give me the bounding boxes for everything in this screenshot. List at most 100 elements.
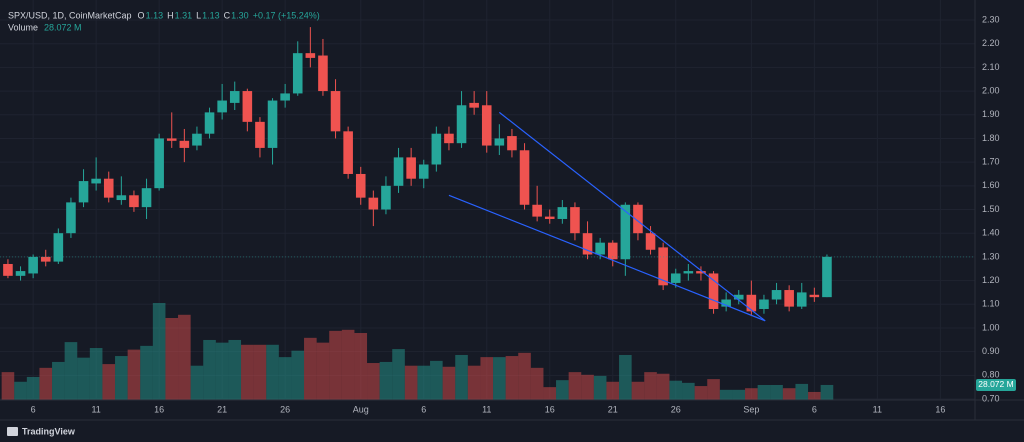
candle-body bbox=[192, 133, 202, 146]
x-tick-label: 26 bbox=[671, 404, 681, 414]
candle-body bbox=[204, 112, 215, 134]
x-tick-label: 6 bbox=[31, 404, 36, 414]
volume-bar bbox=[140, 345, 153, 400]
x-tick-label: 6 bbox=[812, 404, 817, 414]
candle-body bbox=[381, 185, 391, 210]
legend-text: Volume bbox=[8, 22, 38, 32]
volume-bar bbox=[26, 376, 40, 400]
x-tick-label: Sep bbox=[743, 404, 759, 414]
candle-body bbox=[544, 216, 555, 219]
volume-bar bbox=[266, 344, 279, 400]
drawings bbox=[448, 111, 766, 322]
candle-body bbox=[66, 202, 76, 234]
candle-body bbox=[456, 105, 467, 144]
brand-logo bbox=[7, 427, 18, 436]
volume-bar bbox=[631, 381, 645, 400]
volume-bar bbox=[556, 380, 569, 400]
x-tick-label: 11 bbox=[482, 404, 491, 414]
volume-bar bbox=[694, 386, 708, 400]
volume-bar bbox=[215, 342, 229, 400]
volume-bar bbox=[203, 339, 216, 400]
x-tick-label: 16 bbox=[545, 404, 555, 414]
legend-text: C bbox=[224, 10, 231, 20]
volume-bar bbox=[64, 342, 78, 400]
candle-body bbox=[28, 256, 38, 274]
trendline bbox=[448, 194, 766, 322]
candle-body bbox=[481, 105, 492, 146]
candle-body bbox=[368, 197, 379, 210]
volume-bar bbox=[682, 382, 695, 400]
legend-text: H bbox=[167, 10, 174, 20]
volume-bar bbox=[480, 357, 494, 400]
candle-body bbox=[683, 271, 694, 274]
candle-body bbox=[444, 133, 454, 144]
y-tick-label: 2.00 bbox=[982, 85, 1000, 95]
volume-bar bbox=[782, 388, 796, 400]
legend-text: 28.072 M bbox=[44, 22, 82, 32]
volume-bar bbox=[190, 365, 204, 400]
candle-body bbox=[494, 138, 505, 146]
x-tick-label: 6 bbox=[421, 404, 426, 414]
volume-bar bbox=[656, 373, 670, 400]
volume-bar bbox=[581, 374, 594, 400]
candle-body bbox=[607, 242, 618, 260]
candle-body bbox=[91, 178, 101, 184]
candle-body bbox=[759, 299, 769, 309]
candle-body bbox=[292, 53, 303, 94]
y-tick-label: 1.40 bbox=[982, 228, 1000, 238]
volume-bar bbox=[278, 357, 292, 400]
candle-body bbox=[708, 273, 719, 309]
candle-body bbox=[179, 140, 190, 148]
volume-bar bbox=[341, 329, 355, 400]
legend-text: 1.13 bbox=[146, 10, 164, 20]
volume-bar bbox=[228, 339, 242, 400]
volume-bar bbox=[291, 350, 305, 400]
candle-body bbox=[229, 91, 240, 103]
y-tick-label: 1.80 bbox=[982, 133, 1000, 143]
volume-bar bbox=[316, 342, 330, 400]
candle-body bbox=[393, 157, 404, 186]
candle-body bbox=[305, 53, 316, 58]
candle-body bbox=[116, 195, 127, 201]
x-tick-label: Aug bbox=[353, 404, 369, 414]
volume-bar bbox=[467, 365, 481, 400]
volume-bar bbox=[354, 333, 368, 400]
volume-bar bbox=[606, 381, 620, 400]
volume-bar bbox=[178, 314, 191, 400]
volume-bar bbox=[392, 349, 405, 400]
candle-body bbox=[696, 271, 706, 274]
legend-text: 1.31 bbox=[175, 10, 193, 20]
candle-body bbox=[570, 207, 580, 234]
x-tick-label: 21 bbox=[608, 404, 618, 414]
y-tick-label: 1.20 bbox=[982, 275, 1000, 285]
candle-body bbox=[645, 233, 656, 250]
y-tick-label: 1.70 bbox=[982, 157, 1000, 167]
volume-bar bbox=[379, 361, 393, 400]
legend-text: SPX/USD, 1D, CoinMarketCap bbox=[8, 10, 132, 20]
candle-body bbox=[658, 247, 668, 286]
candle-body bbox=[771, 290, 782, 300]
candle-body bbox=[784, 290, 794, 307]
volume-bar bbox=[430, 360, 443, 400]
candle-body bbox=[217, 100, 227, 113]
y-tick-label: 2.20 bbox=[982, 38, 1000, 48]
brand: TradingView bbox=[7, 426, 76, 436]
candle-body bbox=[318, 55, 328, 92]
volume-bar bbox=[518, 352, 531, 400]
volume-bar bbox=[493, 357, 506, 400]
candle-body bbox=[406, 157, 416, 179]
y-tick-label: 1.10 bbox=[982, 299, 1000, 309]
candle-body bbox=[330, 91, 341, 132]
candle-body bbox=[141, 188, 152, 208]
y-tick-label: 2.30 bbox=[982, 14, 1000, 24]
candle-body bbox=[255, 121, 265, 148]
y-tick-label: 1.50 bbox=[982, 204, 1000, 214]
candle-body bbox=[242, 91, 253, 122]
y-tick-label: 0.90 bbox=[982, 346, 1000, 356]
volume-bar bbox=[505, 356, 519, 400]
volume-bar bbox=[367, 363, 380, 400]
candle-body bbox=[670, 273, 681, 283]
volume-bar bbox=[39, 367, 53, 400]
candle-body bbox=[796, 292, 807, 307]
